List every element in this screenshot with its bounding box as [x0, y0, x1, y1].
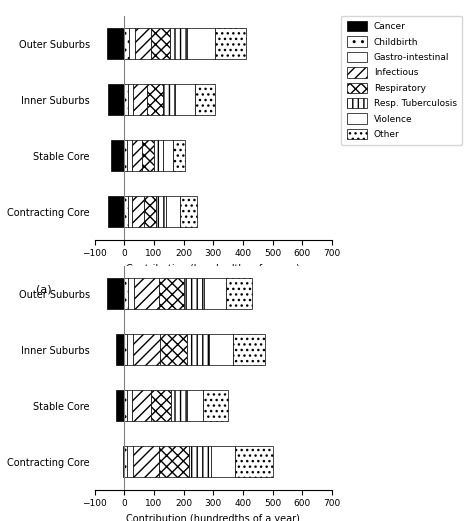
Bar [209, 334, 233, 365]
Bar [127, 390, 132, 421]
Bar [142, 140, 154, 171]
Bar [151, 28, 170, 59]
Bar [160, 334, 187, 365]
Bar [107, 28, 124, 59]
Bar [175, 84, 195, 115]
Bar [211, 446, 235, 477]
Bar [123, 446, 124, 477]
Bar [151, 390, 171, 421]
Bar [111, 140, 124, 171]
Bar [133, 334, 160, 365]
Bar [163, 140, 173, 171]
Bar [181, 196, 197, 227]
Bar [116, 334, 124, 365]
Bar [144, 196, 156, 227]
Bar [107, 278, 124, 309]
Bar [128, 140, 132, 171]
Legend: Cancer, Childbirth, Gastro-intestinal, Infectious, Respiratory, Resp. Tuberculos: Cancer, Childbirth, Gastro-intestinal, I… [341, 16, 462, 145]
Bar [165, 196, 181, 227]
Bar [146, 84, 163, 115]
Bar [135, 28, 151, 59]
Bar [203, 278, 226, 309]
Bar [187, 28, 215, 59]
Text: (a): (a) [36, 284, 51, 294]
Bar [132, 140, 142, 171]
Bar [128, 278, 134, 309]
Bar [195, 84, 215, 115]
X-axis label: Contribution (hundredths of a year): Contribution (hundredths of a year) [127, 514, 300, 521]
Bar [124, 140, 128, 171]
Bar [133, 84, 146, 115]
Bar [189, 446, 211, 477]
Bar [128, 334, 133, 365]
Bar [173, 140, 185, 171]
Bar [203, 390, 228, 421]
Bar [124, 334, 128, 365]
Bar [124, 196, 128, 227]
Bar [116, 390, 124, 421]
Bar [184, 278, 203, 309]
Bar [170, 28, 187, 59]
Bar [124, 446, 128, 477]
Bar [132, 390, 151, 421]
Bar [233, 334, 265, 365]
Bar [108, 84, 124, 115]
Bar [134, 278, 159, 309]
Bar [124, 28, 129, 59]
Bar [235, 446, 273, 477]
Bar [132, 196, 144, 227]
Bar [128, 84, 133, 115]
Bar [187, 390, 203, 421]
Bar [215, 28, 246, 59]
Bar [129, 28, 135, 59]
Bar [163, 84, 175, 115]
Bar [226, 278, 252, 309]
Bar [133, 446, 159, 477]
Bar [128, 446, 133, 477]
Bar [128, 196, 132, 227]
Bar [124, 84, 128, 115]
X-axis label: Contribution (hundredths of a year): Contribution (hundredths of a year) [127, 264, 300, 274]
Bar [154, 140, 163, 171]
Bar [187, 334, 209, 365]
Bar [159, 278, 184, 309]
Bar [156, 196, 165, 227]
Bar [159, 446, 189, 477]
Bar [171, 390, 187, 421]
Bar [124, 390, 127, 421]
Bar [108, 196, 124, 227]
Bar [124, 278, 128, 309]
